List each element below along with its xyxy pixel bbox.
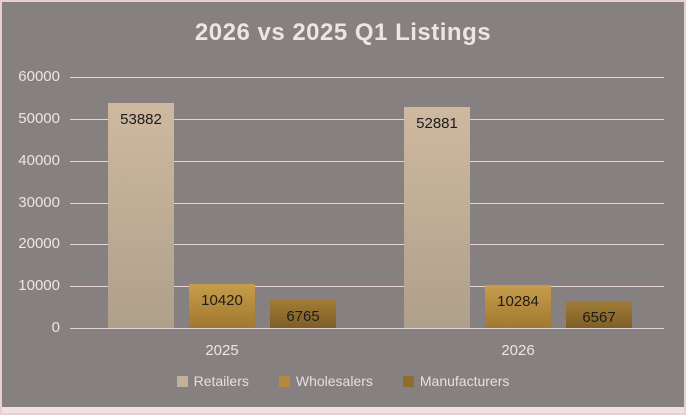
ytick-label-20000: 20000 — [18, 235, 60, 252]
legend-item-manufacturers[interactable]: Manufacturers — [402, 373, 510, 389]
legend-label-wholesalers: Wholesalers — [295, 373, 373, 389]
ytick-label-0: 0 — [51, 319, 60, 336]
gridline-0 — [70, 328, 664, 329]
bar-retailers-2026[interactable]: 52881 — [404, 107, 470, 328]
bar-retailers-2025[interactable]: 53882 — [108, 103, 174, 328]
gridline-30000 — [70, 203, 664, 204]
ytick-label-60000: 60000 — [18, 68, 60, 85]
category-label-2025: 2025 — [205, 342, 239, 359]
gridline-40000 — [70, 161, 664, 162]
gridline-10000 — [70, 286, 664, 287]
ytick-label-10000: 10000 — [18, 277, 60, 294]
ytick-label-40000: 40000 — [18, 152, 60, 169]
bar-value-label: 53882 — [120, 111, 162, 128]
legend-label-manufacturers: Manufacturers — [419, 373, 510, 389]
gridline-20000 — [70, 244, 664, 245]
bar-wholesalers-2026[interactable]: 10284 — [485, 285, 551, 328]
ytick-label-30000: 30000 — [18, 194, 60, 211]
legend-item-retailers[interactable]: Retailers — [176, 373, 249, 389]
legend-label-retailers: Retailers — [193, 373, 249, 389]
bar-manufacturers-2025[interactable]: 6765 — [270, 300, 336, 328]
bar-wholesalers-2025[interactable]: 10420 — [189, 284, 255, 328]
gridline-50000 — [70, 119, 664, 120]
chart-title[interactable]: 2026 vs 2025 Q1 Listings — [194, 19, 492, 46]
category-label-2026: 2026 — [501, 342, 535, 359]
bar-value-label: 52881 — [416, 115, 458, 132]
bar-value-label: 6567 — [582, 309, 616, 326]
bar-value-label: 6765 — [286, 308, 320, 325]
bar-manufacturers-2026[interactable]: 6567 — [566, 301, 632, 328]
legend-item-wholesalers[interactable]: Wholesalers — [278, 373, 373, 389]
bar-value-label: 10420 — [201, 292, 243, 309]
retailers-swatch-icon — [176, 375, 188, 387]
ytick-label-50000: 50000 — [18, 110, 60, 127]
gridline-60000 — [70, 77, 664, 78]
manufacturers-swatch-icon — [402, 375, 414, 387]
wholesalers-swatch-icon — [278, 375, 290, 387]
bottom-strip — [2, 407, 684, 413]
legend: Retailers Wholesalers Manufacturers — [2, 373, 684, 389]
bar-value-label: 10284 — [497, 293, 539, 310]
